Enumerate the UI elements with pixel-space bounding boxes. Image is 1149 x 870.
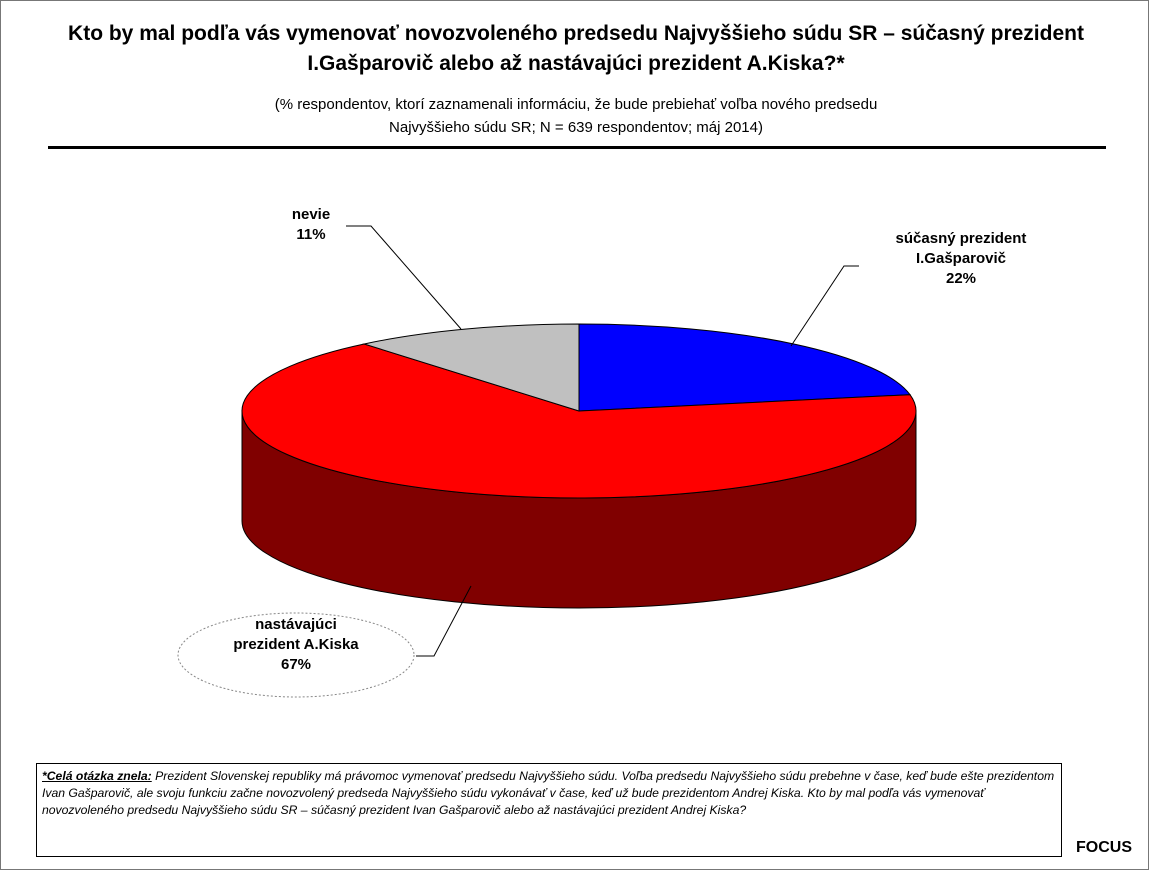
chart-title: Kto by mal podľa vás vymenovať novozvole… <box>68 22 1084 75</box>
source: FOCUS <box>1076 839 1132 856</box>
pie-slice <box>362 323 580 412</box>
category-label: nevie <box>291 206 331 223</box>
category-label: nastávajúci prezident A.Kiska <box>233 616 359 653</box>
label-ellipse <box>177 612 415 698</box>
chart-subtitle: (% respondentov, ktorí zaznamenali infor… <box>274 96 878 136</box>
value-label: 22% <box>945 270 977 287</box>
leader-line <box>790 265 859 347</box>
data-label: nevie 11% <box>266 205 356 245</box>
note-text: Prezident Slovenskej republiky má právom… <box>42 769 1055 817</box>
category-label: súčasný prezident I.Gašparovič <box>895 230 1027 267</box>
value-label: 11% <box>296 226 326 243</box>
pie-slice <box>578 323 911 412</box>
value-label: 67% <box>280 656 312 673</box>
leader-line <box>346 225 462 330</box>
pie-slice <box>241 343 917 499</box>
data-label: nastávajúci prezident A.Kiska 67% <box>226 615 366 675</box>
data-label: súčasný prezident I.Gašparovič 22% <box>871 229 1051 289</box>
note-box: *Celá otázka znela: Prezident Slovenskej… <box>36 763 1062 857</box>
leader-line <box>416 585 472 657</box>
title-rule <box>48 146 1106 149</box>
note-label: *Celá otázka znela: <box>42 769 152 783</box>
